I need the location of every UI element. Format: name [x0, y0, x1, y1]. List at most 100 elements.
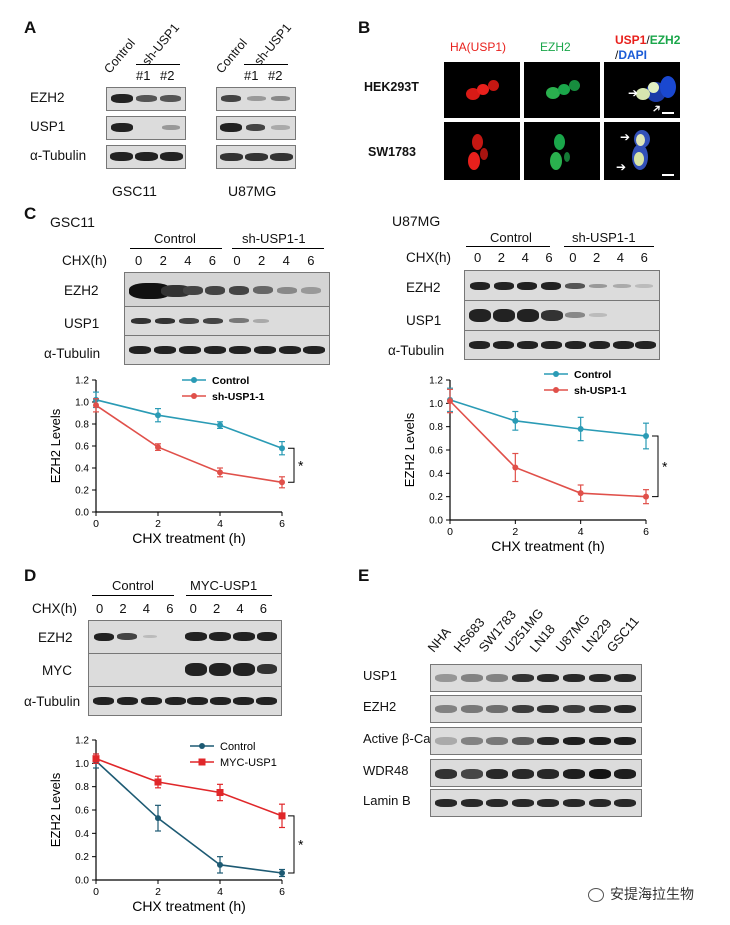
- row-label-tubulin-cr: α-Tubulin: [388, 343, 445, 358]
- col-label-sh-usp1-2: sh-USP1: [251, 20, 295, 68]
- legend-label: sh-USP1-1: [574, 385, 627, 397]
- group-line-c3: [466, 246, 550, 248]
- row-label-usp1-cr: USP1: [406, 313, 442, 328]
- blot-band: [435, 705, 457, 713]
- watermark: 安提海拉生物: [588, 884, 694, 904]
- header-merge-slash2: /: [615, 48, 619, 62]
- time-label: 4: [142, 601, 151, 616]
- caption-u87mg: U87MG: [228, 183, 277, 199]
- y-tick-label: 0.6: [75, 806, 89, 817]
- blot-a-u87-ezh2: [216, 87, 296, 111]
- data-point: [278, 812, 286, 820]
- blot-band: [588, 799, 611, 807]
- series-line: [449, 400, 647, 498]
- col-label-sh-usp1: sh-USP1: [139, 20, 183, 68]
- y-tick-label: 1.2: [429, 376, 443, 387]
- row-label-tubulin: α-Tubulin: [30, 148, 87, 163]
- sub-label-2b: #2: [268, 68, 283, 83]
- legend-label: MYC-USP1: [220, 757, 277, 769]
- row-label-hek293t: HEK293T: [364, 80, 419, 94]
- blot-band: [511, 737, 534, 745]
- y-tick-label: 0.8: [75, 782, 89, 793]
- blot-band: [460, 769, 483, 779]
- header-merge-ezh2: EZH2: [649, 33, 681, 47]
- blot-e-row: [430, 695, 642, 723]
- data-point: [279, 445, 285, 452]
- data-point: [155, 444, 161, 451]
- y-tick-label: 0.8: [75, 420, 89, 431]
- time-label: 0: [474, 250, 482, 265]
- blot-band: [435, 799, 457, 807]
- chx-label: CHX(h): [62, 253, 108, 268]
- blot-band: [614, 769, 637, 779]
- data-point: [155, 815, 161, 822]
- data-point: [93, 402, 99, 409]
- fluo-sw-merge: ➔ ➔: [604, 122, 680, 180]
- time-label: 2: [497, 250, 506, 265]
- time-label: 2: [593, 250, 601, 265]
- x-tick-label: 6: [643, 526, 649, 538]
- y-tick-label: 0.4: [429, 469, 443, 480]
- header-ha-usp1: HA(USP1): [450, 40, 507, 54]
- y-tick-label: 0.0: [75, 508, 89, 519]
- blot-band: [460, 674, 483, 682]
- fluo-hek-red: [444, 62, 520, 118]
- row-label-sw1783: SW1783: [368, 145, 416, 159]
- group-line: [136, 64, 180, 66]
- data-point: [279, 870, 285, 876]
- blot-band: [614, 737, 637, 745]
- panel-letter-b: B: [358, 18, 371, 37]
- data-point: [643, 433, 649, 439]
- blot-band: [588, 737, 611, 745]
- blot-e-row: [430, 759, 642, 787]
- legend-marker: [191, 393, 197, 399]
- y-axis-label: EZH2 Levels: [48, 408, 63, 483]
- group-line-d1: [92, 595, 174, 597]
- blot-band: [460, 737, 483, 745]
- legend-marker: [191, 377, 197, 383]
- group-label-mycusp1: MYC-USP1: [190, 578, 258, 593]
- time-label: 4: [282, 253, 290, 268]
- data-point: [154, 778, 162, 786]
- blot-d-ezh2: [88, 620, 282, 654]
- blot-c-left-usp1: [124, 306, 330, 336]
- x-tick-label: 0: [93, 518, 99, 530]
- blot-band: [486, 799, 509, 807]
- blot-a-u87-tubulin: [216, 145, 296, 169]
- x-tick-label: 4: [578, 526, 584, 538]
- fluo-sw-red: [444, 122, 520, 180]
- time-label: 0: [189, 601, 197, 616]
- fluo-hek-green: [524, 62, 600, 118]
- legend-marker: [198, 758, 206, 766]
- blot-band: [511, 799, 534, 807]
- blot-band: [537, 769, 560, 779]
- row-label-e: Active β-Cat: [363, 731, 435, 746]
- header-ezh2: EZH2: [540, 40, 571, 54]
- row-label-e: EZH2: [363, 699, 397, 714]
- x-tick-label: 2: [155, 886, 161, 898]
- blot-band: [537, 799, 560, 807]
- blot-band: [588, 769, 611, 779]
- blot-c-left-tubulin: [124, 335, 330, 365]
- time-label: 2: [119, 601, 127, 616]
- blot-band: [563, 799, 585, 807]
- blot-a-gsc11-ezh2: [106, 87, 186, 111]
- header-merge: USP1/EZH2 /DAPI: [615, 33, 680, 63]
- blot-band: [537, 737, 560, 745]
- chart-c-right: 0.0 0.2 0.4 0.6 0.8 1.0 1.2 0 2 4 6 CHX treatment (…: [402, 370, 668, 554]
- data-point: [512, 464, 519, 471]
- row-label-e: Lamin B: [363, 793, 411, 808]
- data-point: [512, 417, 519, 424]
- row-label-e: USP1: [363, 668, 397, 683]
- y-tick-label: 1.0: [75, 398, 89, 409]
- time-label: 6: [307, 253, 315, 268]
- blot-c-right-tubulin: [464, 330, 660, 360]
- cell-label-gsc11: GSC11: [50, 214, 95, 230]
- significance-bracket: [288, 815, 295, 874]
- series-line: [95, 399, 283, 449]
- time-label: 6: [208, 253, 217, 268]
- row-label-ezh2: EZH2: [30, 90, 65, 105]
- row-label-usp1-c: USP1: [64, 316, 100, 331]
- blot-d-tubulin: [88, 686, 282, 716]
- time-label: 0: [233, 253, 241, 268]
